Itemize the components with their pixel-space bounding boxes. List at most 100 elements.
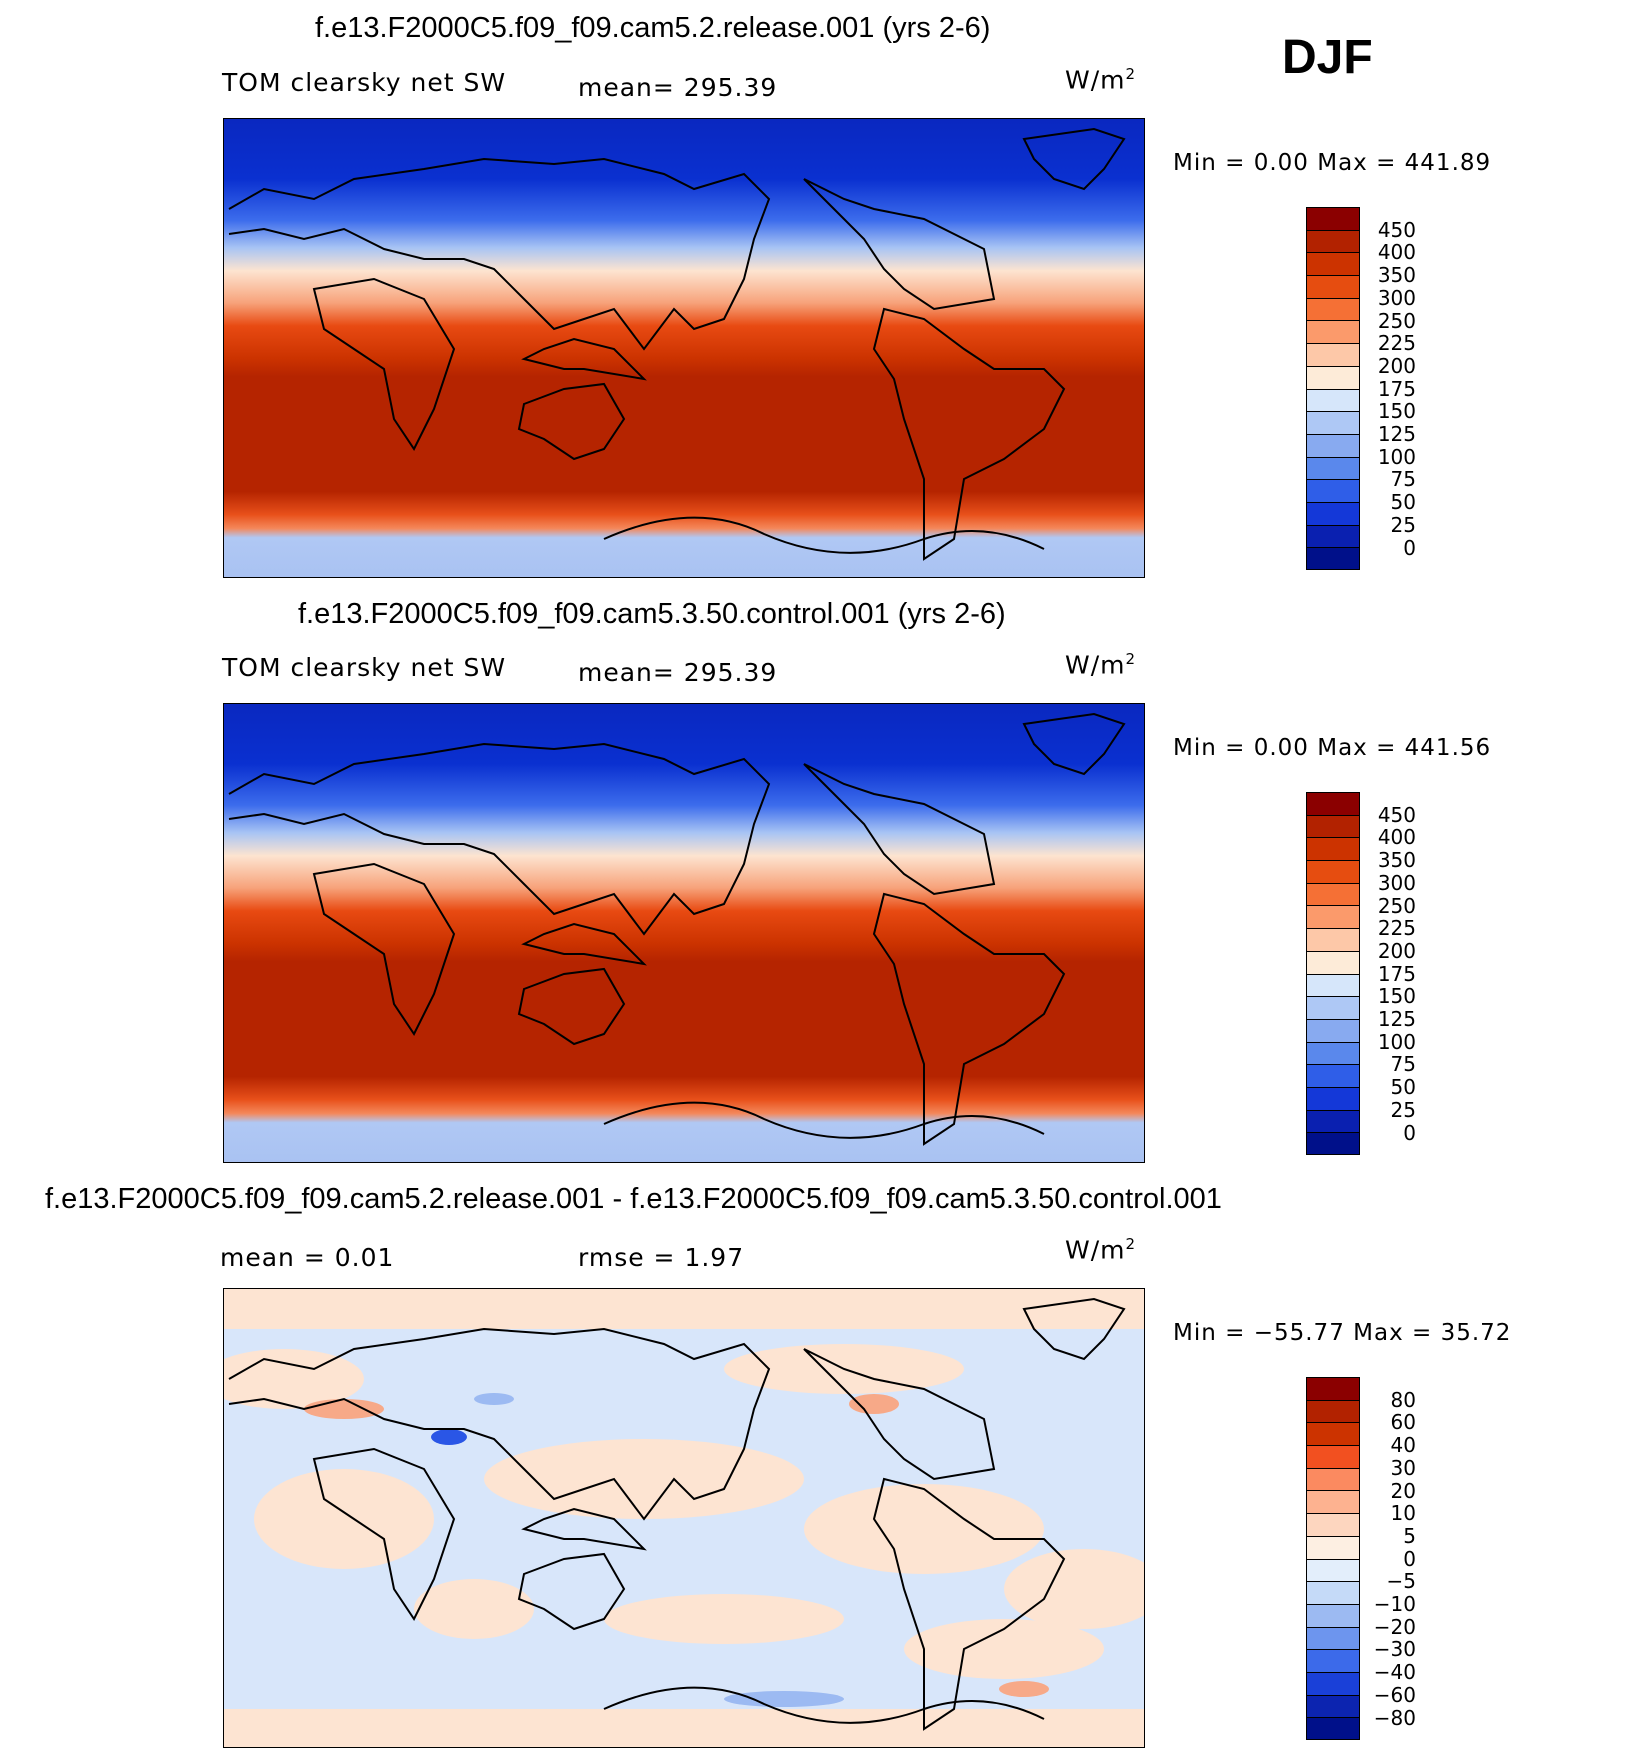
colorbar-swatch <box>1306 1018 1360 1042</box>
colorbar-tick-label: 75 <box>1390 467 1416 492</box>
colorbar-swatch <box>1306 1377 1360 1400</box>
colorbar-swatch <box>1306 1041 1360 1065</box>
panel3-rmse: rmse = 1.97 <box>578 1243 745 1272</box>
colorbar-tick-label: 225 <box>1377 916 1416 941</box>
colorbar-tick-label: 100 <box>1377 1029 1416 1054</box>
colorbar-tick-label: 175 <box>1377 961 1416 986</box>
panel1-field <box>224 119 1144 577</box>
colorbar-tick-label: 150 <box>1377 399 1416 424</box>
panel1-colorbar <box>1306 207 1360 570</box>
colorbar-tick-label: 200 <box>1377 353 1416 378</box>
colorbar-tick-label: −30 <box>1373 1637 1416 1662</box>
colorbar-swatch <box>1306 479 1360 502</box>
colorbar-tick-label: 25 <box>1390 512 1416 537</box>
panel2-units: W/m2 <box>1065 650 1137 680</box>
panel3-map <box>223 1288 1145 1748</box>
colorbar-swatch <box>1306 1064 1360 1087</box>
panel2-mean: mean= 295.39 <box>578 658 778 687</box>
colorbar-swatch <box>1306 928 1360 951</box>
colorbar-swatch <box>1306 433 1360 457</box>
colorbar-swatch <box>1306 1558 1360 1582</box>
colorbar-swatch <box>1306 837 1360 861</box>
colorbar-swatch <box>1306 905 1360 929</box>
colorbar-swatch <box>1306 320 1360 344</box>
colorbar-tick-label: 25 <box>1390 1097 1416 1122</box>
colorbar-tick-label: 350 <box>1377 263 1416 288</box>
colorbar-tick-label: −5 <box>1386 1569 1416 1594</box>
colorbar-swatch <box>1306 1422 1360 1446</box>
colorbar-tick-label: 125 <box>1377 1007 1416 1031</box>
colorbar-swatch <box>1306 411 1360 434</box>
colorbar-swatch <box>1306 1671 1360 1695</box>
colorbar-tick-label: 400 <box>1377 825 1416 850</box>
colorbar-tick-label: 50 <box>1390 1075 1416 1100</box>
colorbar-swatch <box>1306 1603 1360 1627</box>
colorbar-swatch <box>1306 297 1360 321</box>
colorbar-swatch <box>1306 456 1360 480</box>
panel3-units: W/m2 <box>1065 1235 1137 1265</box>
colorbar-tick-label: −60 <box>1373 1682 1416 1707</box>
panel3-colorbar <box>1306 1377 1360 1740</box>
colorbar-swatch <box>1306 1109 1360 1133</box>
panel1-units: W/m2 <box>1065 65 1137 95</box>
colorbar-swatch <box>1306 792 1360 815</box>
colorbar-tick-label: 0 <box>1403 1546 1416 1571</box>
colorbar-swatch <box>1306 1490 1360 1514</box>
panel3-title: f.e13.F2000C5.f09_f09.cam5.2.release.001… <box>45 1183 1222 1215</box>
colorbar-tick-label: 100 <box>1377 444 1416 469</box>
colorbar-swatch <box>1306 252 1360 276</box>
panel2-field <box>224 704 1144 1162</box>
panel2-minmax: Min = 0.00 Max = 441.56 <box>1173 735 1492 761</box>
colorbar-tick-label: 20 <box>1390 1478 1416 1503</box>
colorbar-swatch <box>1306 1513 1360 1536</box>
colorbar-swatch <box>1306 1649 1360 1672</box>
colorbar-tick-label: 40 <box>1390 1433 1416 1458</box>
colorbar-tick-label: 125 <box>1377 422 1416 446</box>
colorbar-tick-label: 60 <box>1390 1410 1416 1435</box>
colorbar-tick-label: 0 <box>1403 535 1416 560</box>
colorbar-tick-label: −80 <box>1373 1705 1416 1730</box>
colorbar-swatch <box>1306 501 1360 525</box>
colorbar-swatch <box>1306 860 1360 883</box>
colorbar-swatch <box>1306 547 1360 570</box>
colorbar-tick-label: 400 <box>1377 240 1416 265</box>
colorbar-tick-label: 300 <box>1377 870 1416 895</box>
colorbar-swatch <box>1306 973 1360 997</box>
colorbar-swatch <box>1306 1467 1360 1491</box>
colorbar-swatch <box>1306 814 1360 838</box>
colorbar-swatch <box>1306 1132 1360 1155</box>
colorbar-tick-label: 80 <box>1390 1387 1416 1412</box>
panel3-minmax: Min = −55.77 Max = 35.72 <box>1173 1320 1512 1346</box>
colorbar-swatch <box>1306 882 1360 906</box>
colorbar-tick-label: 175 <box>1377 376 1416 401</box>
colorbar-tick-label: 225 <box>1377 331 1416 356</box>
colorbar-swatch <box>1306 1399 1360 1423</box>
colorbar-tick-label: −40 <box>1373 1660 1416 1685</box>
colorbar-tick-label: 200 <box>1377 938 1416 963</box>
panel3-mean: mean = 0.01 <box>220 1243 395 1272</box>
colorbar-swatch <box>1306 1535 1360 1559</box>
colorbar-tick-label: −10 <box>1373 1592 1416 1616</box>
panel1-variable: TOM clearsky net SW <box>222 68 507 97</box>
colorbar-swatch <box>1306 524 1360 548</box>
colorbar-swatch <box>1306 229 1360 253</box>
colorbar-swatch <box>1306 1086 1360 1110</box>
panel1-minmax: Min = 0.00 Max = 441.89 <box>1173 150 1492 176</box>
panel1-mean: mean= 295.39 <box>578 73 778 102</box>
colorbar-swatch <box>1306 343 1360 366</box>
colorbar-tick-label: 0 <box>1403 1120 1416 1145</box>
panel1-map <box>223 118 1145 578</box>
colorbar-tick-label: −20 <box>1373 1614 1416 1639</box>
colorbar-swatch <box>1306 207 1360 230</box>
colorbar-swatch <box>1306 1445 1360 1468</box>
colorbar-swatch <box>1306 1694 1360 1718</box>
panel2-title: f.e13.F2000C5.f09_f09.cam5.3.50.control.… <box>298 598 1006 630</box>
colorbar-tick-label: 30 <box>1390 1455 1416 1480</box>
colorbar-tick-label: 250 <box>1377 308 1416 333</box>
panel2-variable: TOM clearsky net SW <box>222 653 507 682</box>
colorbar-tick-label: 450 <box>1377 802 1416 827</box>
colorbar-swatch <box>1306 1581 1360 1604</box>
colorbar-tick-label: 300 <box>1377 285 1416 310</box>
panel2-map <box>223 703 1145 1163</box>
colorbar-tick-label: 450 <box>1377 217 1416 242</box>
